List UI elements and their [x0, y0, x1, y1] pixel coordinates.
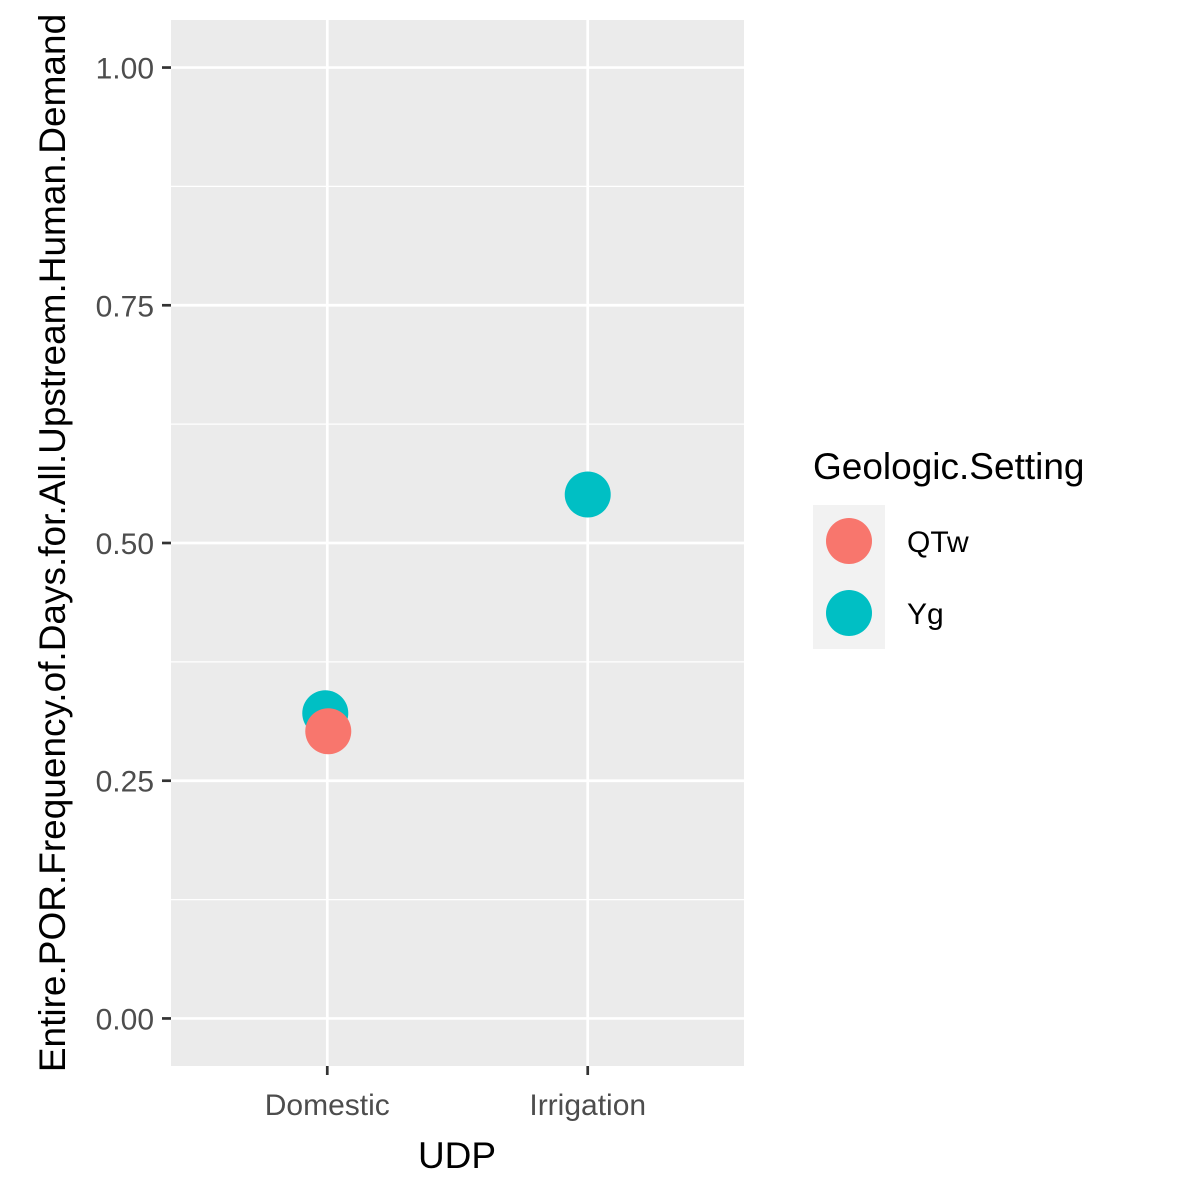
legend: Geologic.Setting QTw Yg	[813, 446, 1085, 649]
y-tick-label: 1.00	[96, 53, 154, 86]
data-point-qtw-domestic	[305, 708, 352, 755]
y-tick-label: 0.50	[96, 528, 154, 561]
legend-key-yg	[826, 590, 872, 636]
major-gridlines	[171, 20, 744, 1066]
x-axis-title: UDP	[418, 1135, 496, 1176]
legend-title: Geologic.Setting	[813, 446, 1085, 487]
y-axis: 0.00 0.25 0.50 0.75 1.00	[96, 53, 171, 1036]
legend-key-qtw	[826, 518, 872, 564]
y-axis-title: Entire.POR.Frequency.of.Days.for.All.Ups…	[32, 14, 73, 1072]
minor-gridlines	[171, 185, 744, 901]
y-tick-label: 0.25	[96, 766, 154, 799]
data-points	[302, 471, 611, 755]
legend-label: Yg	[907, 598, 944, 631]
legend-label: QTw	[907, 526, 969, 559]
data-point-yg-irrigation	[564, 471, 611, 518]
y-tick-label: 0.75	[96, 290, 154, 323]
x-axis: Domestic Irrigation	[265, 1066, 646, 1122]
x-tick-label: Domestic	[265, 1089, 390, 1122]
y-tick-label: 0.00	[96, 1003, 154, 1036]
x-tick-label: Irrigation	[529, 1089, 646, 1122]
